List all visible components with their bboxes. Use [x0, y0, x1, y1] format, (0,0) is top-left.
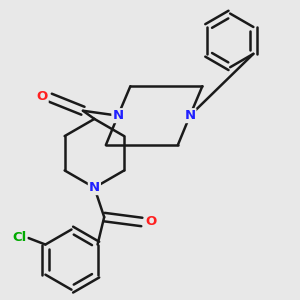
Text: O: O	[36, 89, 48, 103]
Text: Cl: Cl	[12, 230, 26, 244]
Text: N: N	[89, 181, 100, 194]
Text: N: N	[184, 109, 196, 122]
Text: N: N	[112, 109, 124, 122]
Text: O: O	[146, 215, 157, 228]
